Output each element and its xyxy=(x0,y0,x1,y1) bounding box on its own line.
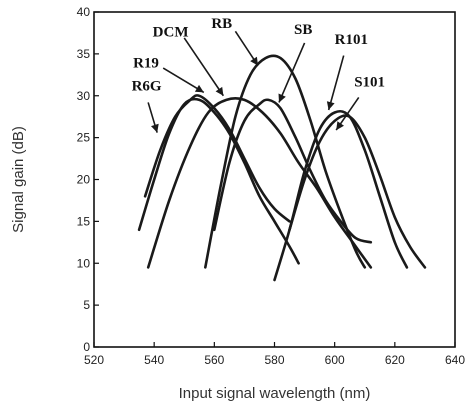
series-labels: R6G R19 DCM RB SB R101 S101 xyxy=(132,16,385,133)
series-label-s101: S101 xyxy=(354,75,385,91)
label-arrow-r101 xyxy=(327,55,345,111)
series-label-dcm: DCM xyxy=(153,24,189,40)
y-tick-label: 35 xyxy=(77,47,91,61)
series-label-r101: R101 xyxy=(335,32,368,48)
y-axis-title: Signal gain (dB) xyxy=(10,126,27,233)
y-tick-label: 30 xyxy=(77,89,91,103)
arrowhead-icon xyxy=(250,56,258,66)
x-tick-label: 560 xyxy=(204,353,224,367)
y-tick-label: 40 xyxy=(77,5,91,19)
series-label-r19: R19 xyxy=(133,55,159,71)
series-line-r6g xyxy=(137,97,300,265)
series-label-rb: RB xyxy=(211,16,232,32)
x-tick-label: 580 xyxy=(264,353,284,367)
y-tick-label: 5 xyxy=(83,298,90,312)
y-tick-label: 20 xyxy=(77,173,91,187)
arrowhead-icon xyxy=(194,84,204,93)
label-arrow-sb xyxy=(278,42,306,103)
x-tick-label: 600 xyxy=(325,353,345,367)
series-line-r19 xyxy=(143,94,291,223)
arrowhead-icon xyxy=(278,93,286,103)
arrowhead-icon xyxy=(336,121,344,131)
label-arrow-dcm xyxy=(183,37,225,97)
series-line-dcm xyxy=(146,97,373,269)
x-tick-label: 620 xyxy=(385,353,405,367)
x-tick-label: 520 xyxy=(84,353,104,367)
series-label-r6g: R6G xyxy=(132,79,162,95)
x-tick-label: 640 xyxy=(445,353,465,367)
series-line-sb xyxy=(213,98,373,244)
x-tick-label: 540 xyxy=(144,353,164,367)
y-tick-label: 0 xyxy=(83,340,90,354)
arrowhead-icon xyxy=(215,86,224,96)
axis-ticks: 520 540 560 580 600 620 640 0 5 10 15 20 25 30 35 40 xyxy=(77,5,466,367)
series-line-s101 xyxy=(288,114,427,269)
series-group xyxy=(137,54,427,282)
arrowhead-icon xyxy=(326,101,335,110)
series-line-rb xyxy=(204,54,367,269)
y-tick-label: 25 xyxy=(77,131,91,145)
x-axis-title: Input signal wavelength (nm) xyxy=(179,385,371,402)
arrowhead-icon xyxy=(151,123,159,133)
series-label-sb: SB xyxy=(294,22,312,38)
y-tick-label: 10 xyxy=(77,256,91,270)
y-tick-label: 15 xyxy=(77,214,91,228)
